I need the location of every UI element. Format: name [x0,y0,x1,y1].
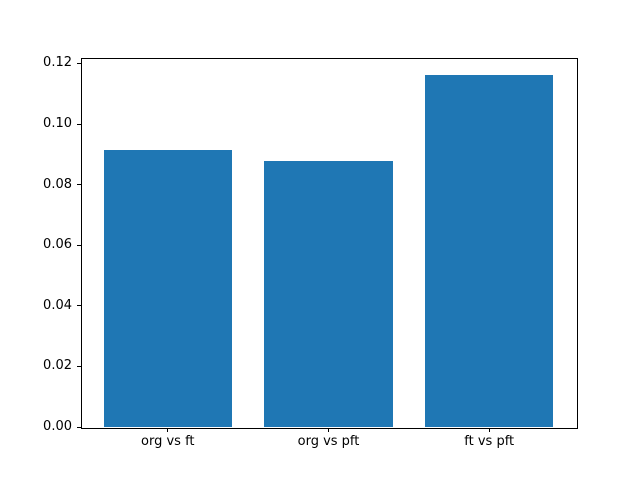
y-tick-mark [77,62,81,64]
x-tick-mark [328,428,329,432]
y-tick-label: 0.02 [43,358,72,374]
y-tick-label: 0.04 [43,297,72,313]
y-tick-mark [77,123,81,125]
bar-org-vs-pft [264,161,393,427]
x-tick-mark [488,428,490,432]
x-tick-label: org vs ft [141,434,195,449]
y-tick-mark [77,365,81,367]
x-tick-label: ft vs pft [464,434,515,449]
x-tick-label: org vs pft [297,434,360,449]
y-tick-label: 0.10 [43,116,72,132]
y-tick-mark [77,426,81,428]
y-tick-mark [77,244,81,246]
y-tick-label: 0.08 [43,176,72,192]
bar-org-vs-ft [103,150,233,427]
y-tick-mark [77,305,81,307]
y-tick-label: 0.12 [43,55,72,71]
y-tick-mark [77,184,81,186]
y-tick-label: 0.06 [43,237,72,253]
bar-ft-vs-pft [424,75,554,427]
x-tick-mark [167,428,169,432]
y-tick-label: 0.00 [43,419,72,434]
